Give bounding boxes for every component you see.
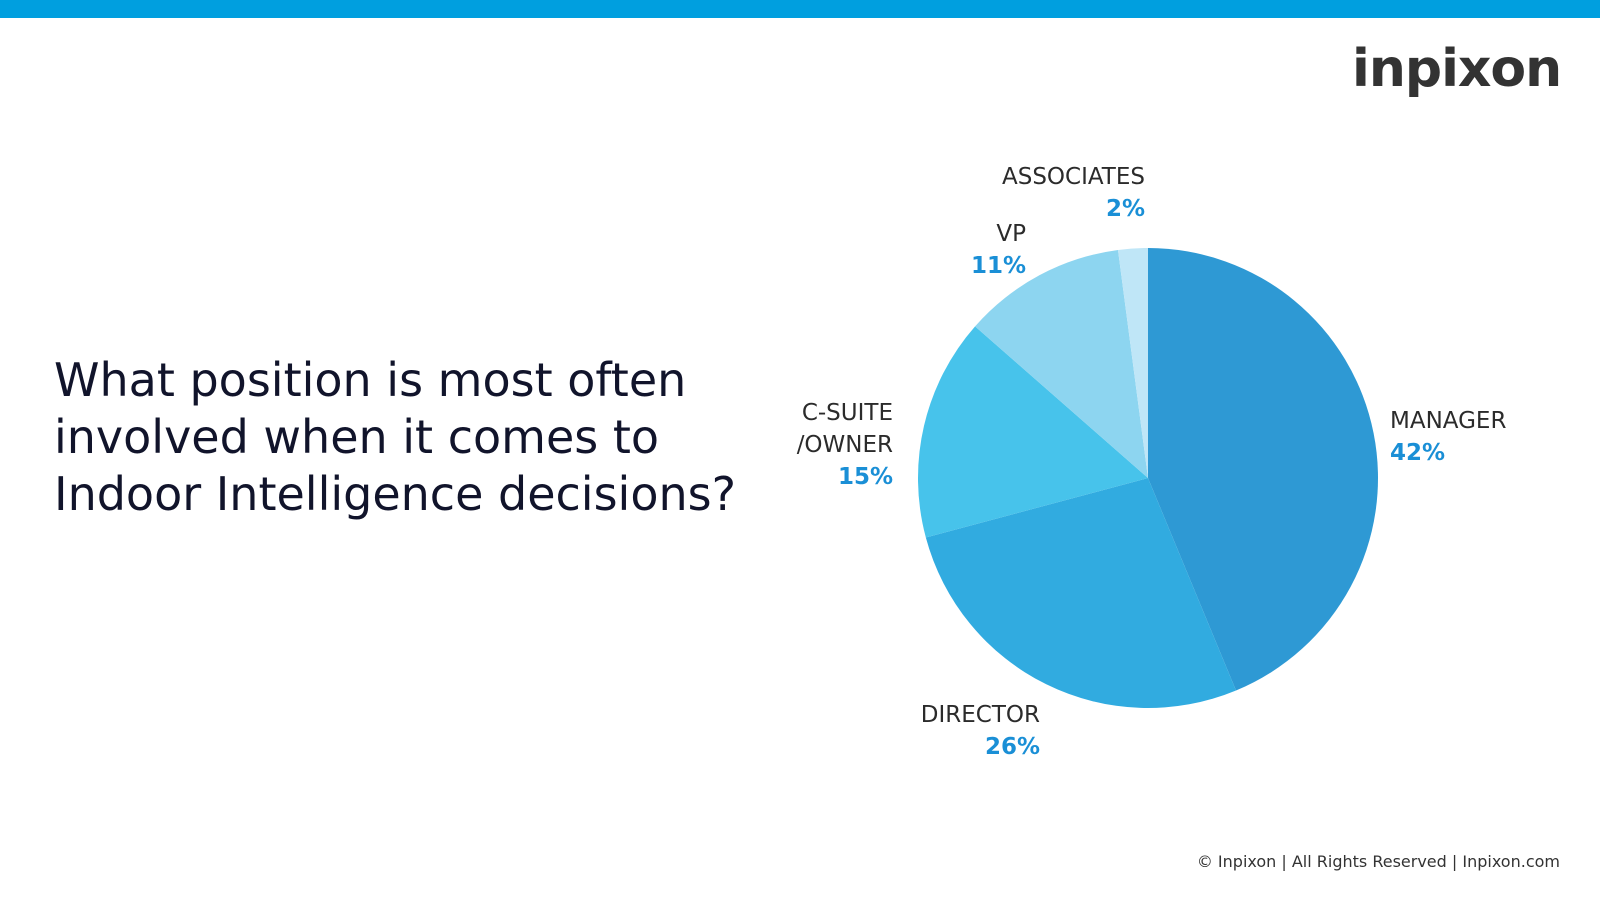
- slice-label-associates: ASSOCIATES: [1002, 164, 1145, 190]
- top-accent-bar: [0, 0, 1600, 18]
- slice-value-vp: 11%: [971, 253, 1026, 279]
- pie-slice-director: [925, 478, 1237, 708]
- slice-label-director: DIRECTOR: [921, 702, 1040, 728]
- pie-slice-vp: [975, 249, 1148, 478]
- slice-value-manager: 42%: [1390, 440, 1445, 466]
- footer-copyright: © Inpixon | All Rights Reserved | Inpixo…: [1196, 852, 1560, 871]
- pie-slice-manager: [1148, 248, 1378, 691]
- pie-slice-associates: [1117, 248, 1148, 478]
- slice-value-c-suite-owner: 15%: [838, 464, 893, 490]
- slice-label-vp: VP: [996, 221, 1026, 247]
- pie-slice-c-suite-owner: [918, 326, 1148, 538]
- logo-wordmark: inpixon: [1352, 39, 1561, 99]
- question-title: What position is most often involved whe…: [54, 353, 737, 521]
- slice-label-c-suite-owner: C-SUITE/OWNER: [797, 400, 893, 458]
- inpixon-logo: inpixon: [1352, 39, 1562, 99]
- slice-label-manager: MANAGER: [1390, 408, 1506, 434]
- slice-value-director: 26%: [985, 734, 1040, 760]
- pie-chart: MANAGER 42% DIRECTOR 26% C-SUITE/OWNER 15% VP 1…: [797, 164, 1507, 760]
- slice-value-associates: 2%: [1106, 196, 1145, 222]
